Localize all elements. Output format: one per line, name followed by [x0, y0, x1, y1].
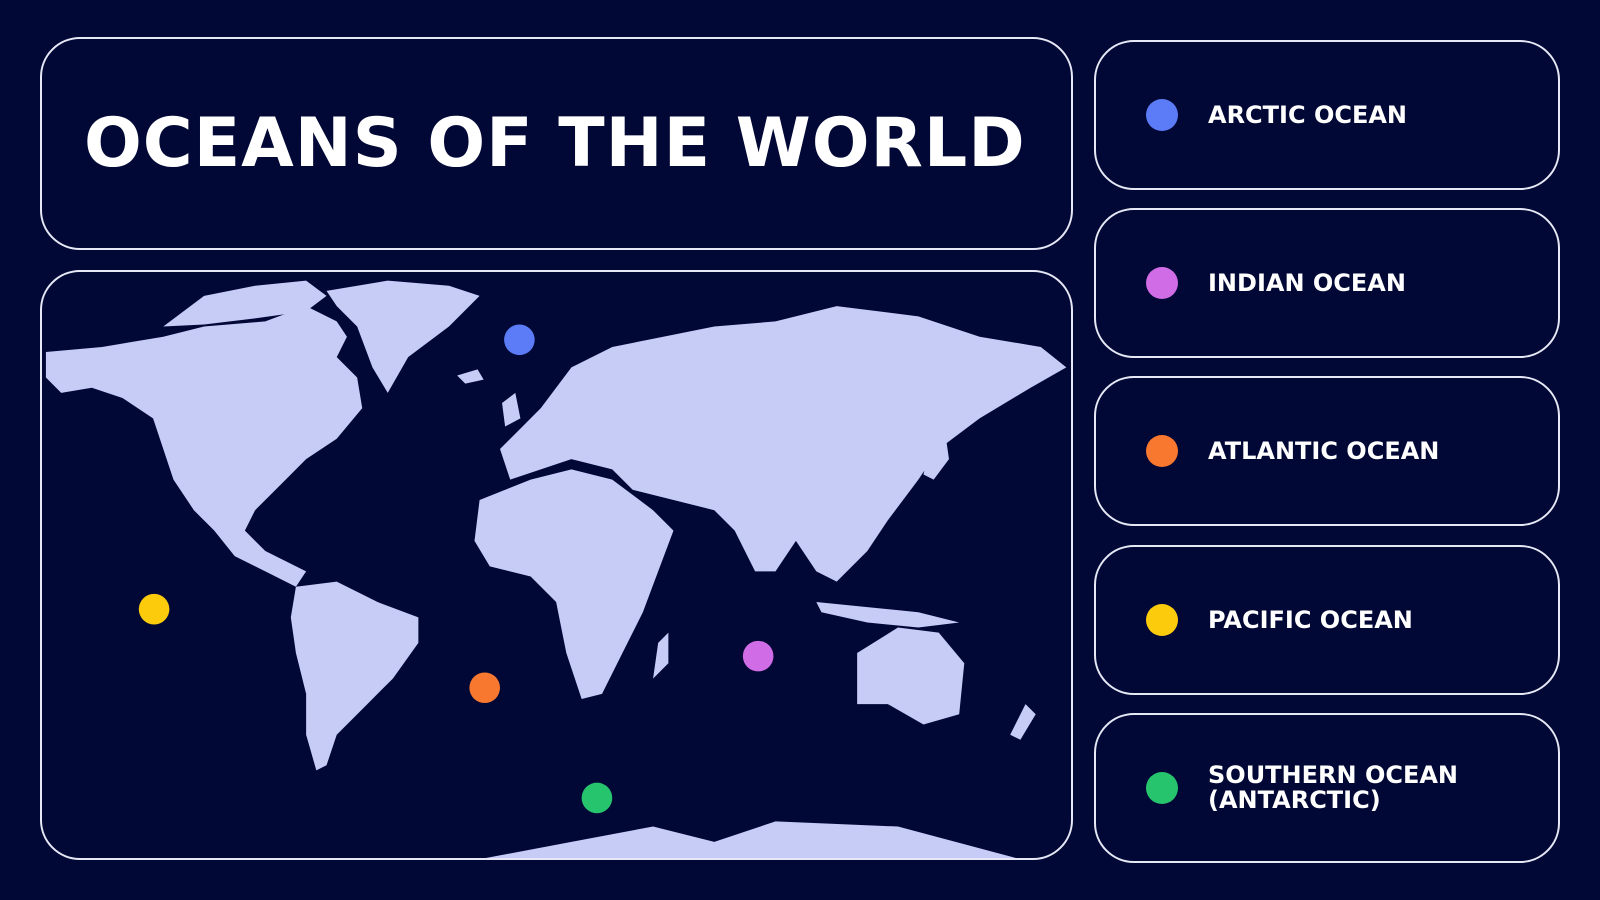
atlantic-dot-icon: [1146, 435, 1178, 467]
iceland: [457, 369, 484, 384]
legend-label: ARCTIC OCEAN: [1208, 100, 1408, 129]
south-america: [290, 581, 419, 771]
greenland: [326, 280, 480, 393]
southern-ocean-marker: [581, 782, 613, 814]
arctic-ocean-marker: [504, 324, 535, 356]
arctic-dot-icon: [1146, 99, 1178, 131]
legend-label: PACIFIC OCEAN: [1208, 605, 1413, 634]
legend-label: INDIAN OCEAN: [1208, 268, 1406, 297]
pacific-dot-icon: [1146, 604, 1178, 636]
eurasia: [500, 306, 1067, 582]
legend-item-indian: INDIAN OCEAN: [1094, 208, 1560, 358]
indian-dot-icon: [1146, 267, 1178, 299]
pacific-ocean-marker: [138, 593, 170, 625]
page-title: OCEANS OF THE WORLD: [84, 104, 1026, 183]
indonesia: [816, 602, 960, 628]
uk: [502, 392, 521, 427]
indian-ocean-marker: [742, 640, 774, 672]
legend-item-southern: SOUTHERN OCEAN (ANTARCTIC): [1094, 713, 1560, 863]
legend-item-atlantic: ATLANTIC OCEAN: [1094, 376, 1560, 526]
legend-label: ATLANTIC OCEAN: [1208, 436, 1440, 465]
world-map: [40, 270, 1073, 860]
southern-dot-icon: [1146, 772, 1178, 804]
world-map-svg: [45, 280, 1067, 858]
madagascar: [653, 632, 669, 679]
australia: [857, 627, 965, 725]
canada-islands: [163, 280, 327, 327]
legend-item-pacific: PACIFIC OCEAN: [1094, 545, 1560, 695]
japan: [923, 423, 949, 480]
africa: [474, 469, 674, 699]
new-zealand: [1010, 704, 1036, 740]
legend-label: SOUTHERN OCEAN (ANTARCTIC): [1208, 761, 1459, 814]
legend-item-arctic: ARCTIC OCEAN: [1094, 40, 1560, 190]
title-card: OCEANS OF THE WORLD: [40, 37, 1073, 250]
north-america: [45, 306, 363, 587]
atlantic-ocean-marker: [469, 672, 500, 704]
antarctica: [485, 821, 1016, 858]
